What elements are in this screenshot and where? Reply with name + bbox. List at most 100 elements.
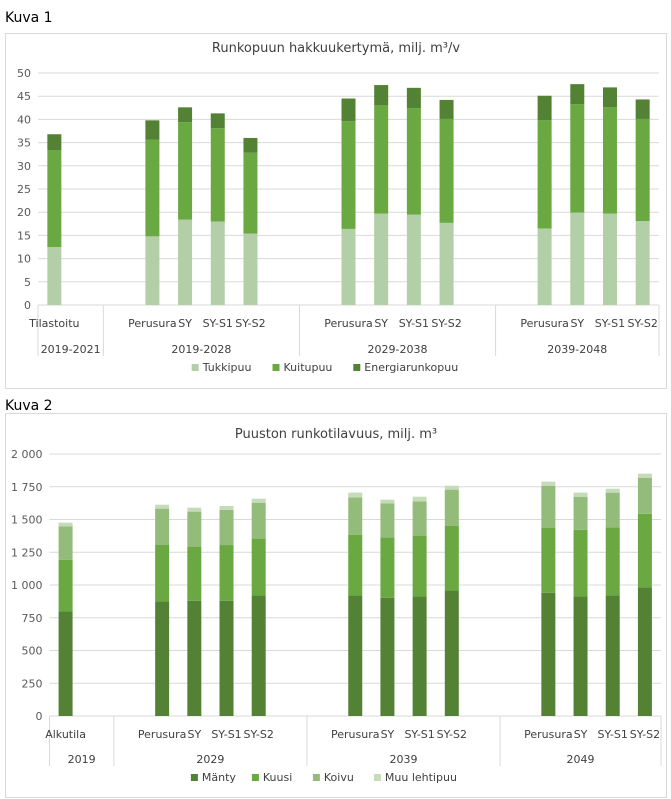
bar-segment-energiarunkopuu [47,134,62,151]
bar-segment-kuusi [444,525,459,591]
bar-segment-kuitupuu [178,122,193,220]
bar-segment-kuusi [219,545,234,601]
legend-swatch [272,364,280,371]
bar-segment-tukkipuu [439,222,454,305]
bar-segment-kuusi [541,527,556,593]
bar-segment-energiarunkopuu [635,99,650,119]
category-label: SY-S2 [630,728,660,741]
legend-label: Kuusi [263,771,292,784]
y-tick-label: 45 [17,90,31,103]
y-tick-label: 0 [36,710,43,723]
category-label: SY [574,728,588,741]
category-label: SY-S2 [431,317,461,330]
bar-segment-mänty [605,595,620,716]
bar-segment-muu-lehtipuu [219,506,234,510]
legend-label: Tukkipuu [202,361,252,374]
bar-segment-muu-lehtipuu [573,492,588,497]
bar-segment-mänty [219,600,234,716]
bar-segment-muu-lehtipuu [348,492,363,498]
category-label: SY-S1 [404,728,434,741]
group-label: 2019 [68,753,96,766]
group-label: 2039 [390,753,418,766]
bar-segment-koivu [348,497,363,535]
y-tick-label: 500 [22,645,43,658]
category-label: SY-S1 [595,317,625,330]
bar-segment-tukkipuu [602,213,617,305]
y-tick-label: 20 [17,206,31,219]
bar-segment-muu-lehtipuu [412,496,427,502]
bar-segment-tukkipuu [145,236,160,305]
y-tick-label: 35 [17,137,31,150]
figure-label: Kuva 2 [5,398,53,414]
bar-segment-kuitupuu [145,139,160,237]
chart-panel [5,33,667,389]
bar-segment-kuusi [58,559,73,612]
bar-segment-mänty [541,592,556,716]
bar-segment-kuusi [187,546,202,601]
y-tick-label: 1 000 [11,579,43,592]
bar-segment-muu-lehtipuu [637,473,652,478]
bar-segment-tukkipuu [570,212,585,305]
bar-segment-koivu [251,502,266,539]
bar-segment-kuitupuu [243,152,258,234]
y-tick-label: 2 000 [11,448,43,461]
category-label: SY-S2 [627,317,657,330]
bar-segment-kuitupuu [570,104,585,213]
y-tick-label: 15 [17,229,31,242]
bar-segment-koivu [219,509,234,546]
category-label: SY [187,728,201,741]
category-label: SY [178,317,192,330]
category-label: SY-S1 [598,728,628,741]
y-tick-label: 50 [17,67,31,80]
chart-title: Puuston runkotilavuus, milj. m³ [235,427,437,442]
bar-segment-muu-lehtipuu [380,499,395,504]
bar-segment-kuitupuu [47,150,62,247]
y-tick-label: 5 [24,276,31,289]
legend-swatch [190,774,198,781]
group-label: 2029 [196,753,224,766]
bar-segment-muu-lehtipuu [251,498,266,503]
bar-segment-mänty [637,587,652,716]
category-label: Alkutila [45,728,86,741]
bar-segment-kuusi [348,534,363,596]
bar-segment-muu-lehtipuu [541,481,556,486]
category-label: SY-S1 [399,317,429,330]
bar-segment-koivu [58,526,73,560]
category-label: SY-S2 [437,728,467,741]
legend-swatch [251,774,259,781]
bar-segment-kuitupuu [210,128,225,222]
bar-segment-tukkipuu [243,233,258,305]
y-tick-label: 750 [22,612,43,625]
bar-segment-muu-lehtipuu [187,507,202,512]
category-label: Perusura [324,317,372,330]
category-label: Perusura [128,317,176,330]
legend-swatch [353,364,361,371]
bar-segment-energiarunkopuu [374,85,389,106]
bar-segment-tukkipuu [210,221,225,305]
bar-segment-kuusi [573,529,588,597]
group-label: 2049 [567,753,595,766]
bar-segment-mänty [58,611,73,716]
y-tick-label: 1 750 [11,481,43,494]
bar-segment-kuitupuu [439,118,454,223]
bar-segment-mänty [412,596,427,716]
bar-segment-mänty [380,597,395,716]
group-label: 2029-2038 [368,343,428,356]
y-tick-label: 25 [17,183,31,196]
bar-segment-mänty [155,601,170,716]
bar-segment-mänty [187,600,202,716]
bar-segment-koivu [573,496,588,530]
legend-label: Kuitupuu [284,361,333,374]
y-tick-label: 250 [22,677,43,690]
bar-segment-energiarunkopuu [439,99,454,119]
bar-segment-kuusi [380,537,395,598]
category-label: Perusura [331,728,379,741]
bar-segment-kuitupuu [374,105,389,214]
bar-segment-energiarunkopuu [178,107,193,123]
bar-segment-koivu [637,477,652,514]
bar-segment-koivu [605,492,620,528]
legend-label: Energiarunkopuu [364,361,458,374]
legend-label: Muu lehtipuu [385,771,457,784]
category-label: SY [374,317,388,330]
